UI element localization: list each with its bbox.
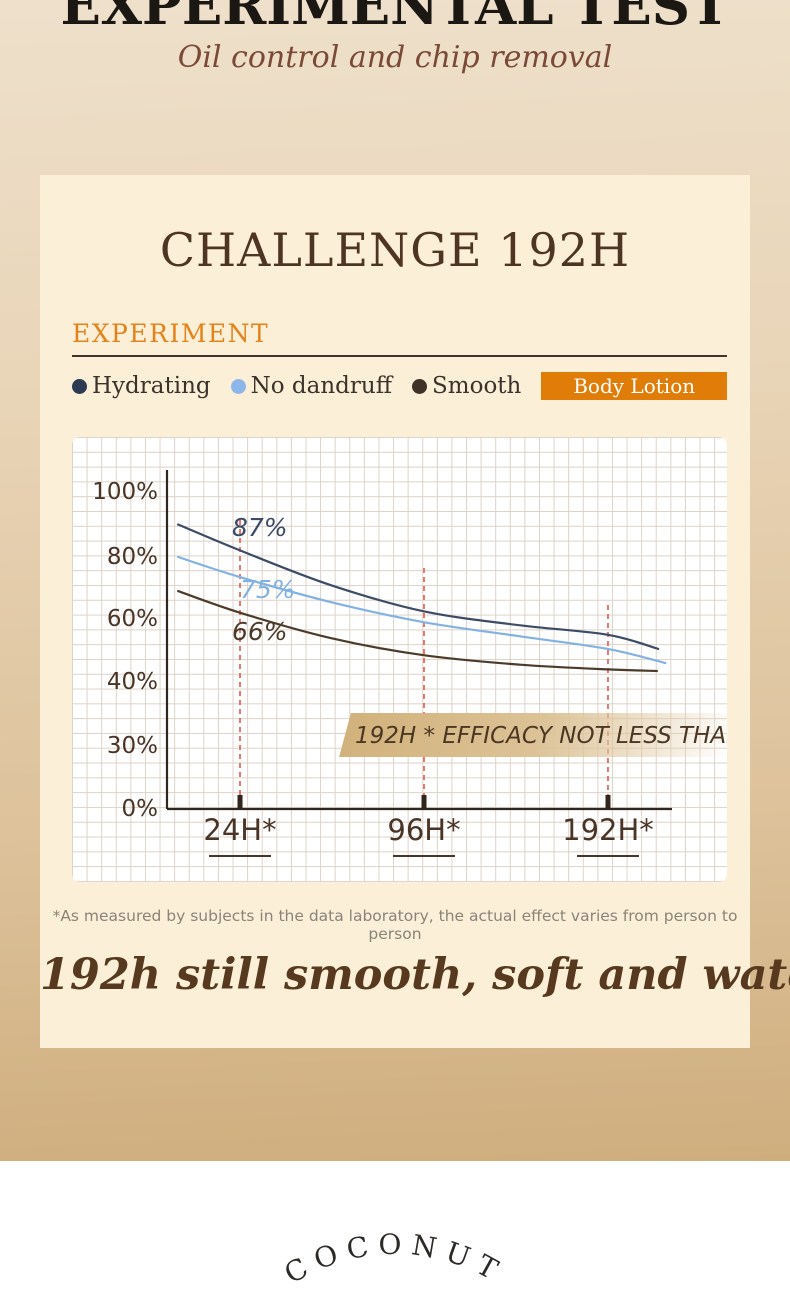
svg-text:COCONUT: COCONUT xyxy=(279,1230,511,1289)
x-tick-underline xyxy=(209,855,271,857)
x-axis-tick xyxy=(421,795,427,809)
curve-value-label-hydrating: 87% xyxy=(232,513,288,542)
x-tick-underline xyxy=(392,855,455,857)
page-title: EXPERIMENTAL TEST xyxy=(60,0,730,37)
x-axis-tick xyxy=(605,795,611,809)
legend-dot-icon xyxy=(230,378,246,394)
experiment-card: CHALLENGE 192H EXPERIMENT Hydrating No d… xyxy=(40,175,790,1048)
legend-item-hydrating: Hydrating xyxy=(72,373,211,399)
x-tick-underline xyxy=(576,855,639,857)
y-tick-label: 40% xyxy=(106,669,158,695)
body-lotion-button[interactable]: Body Lotion xyxy=(541,372,727,400)
legend-dot-icon xyxy=(72,378,87,394)
legend-item-no-dandruff: No dandruff xyxy=(230,373,393,399)
series-line-hydrating xyxy=(177,523,660,650)
x-tick-24h: 24H* xyxy=(180,813,300,857)
x-tick-96h: 96H* xyxy=(364,813,484,857)
efficacy-banner: 192H * EFFICACY NOT LESS THAN 50% xyxy=(339,713,727,757)
curve-value-label-smooth: 66% xyxy=(232,617,288,646)
x-tick-label: 192H* xyxy=(562,813,654,847)
y-tick-label: 0% xyxy=(121,796,159,822)
banner-text: 192H * EFFICACY NOT LESS THAN 50% xyxy=(355,723,727,749)
chart-legend: Hydrating No dandruff Smooth Body Lotion xyxy=(72,371,727,401)
slogan-text: 192h still smooth, soft and watery xyxy=(40,950,790,1000)
curve-value-label-no-dandruff: 75% xyxy=(240,575,296,604)
y-tick-label: 100% xyxy=(92,479,158,505)
legend-dot-icon xyxy=(412,378,428,394)
coconut-logo: COCONUT xyxy=(279,1230,511,1289)
series-line-smooth xyxy=(177,590,658,673)
y-tick-label: 30% xyxy=(106,733,158,759)
page-subtitle: Oil control and chip removal xyxy=(177,40,613,75)
experiment-section-label: EXPERIMENT xyxy=(72,319,270,348)
legend-item-smooth: Smooth xyxy=(412,373,521,399)
card-title: CHALLENGE 192H xyxy=(159,223,631,277)
chart-canvas xyxy=(165,470,672,811)
legend-label: No dandruff xyxy=(250,373,393,399)
x-tick-192h: 192H* xyxy=(548,813,668,857)
disclaimer-footnote: *As measured by subjects in the data lab… xyxy=(52,907,738,943)
x-axis-tick xyxy=(237,795,243,809)
legend-label: Hydrating xyxy=(92,373,211,399)
series-line-no-dandruff xyxy=(177,555,667,665)
legend-label: Smooth xyxy=(432,373,522,399)
x-tick-label: 96H* xyxy=(387,813,461,847)
y-tick-label: 60% xyxy=(106,606,158,632)
line-chart: 100% 80% 60% 40% 30% 0% 24H* 96H* 192H* … xyxy=(72,437,727,882)
x-tick-label: 24H* xyxy=(203,813,277,847)
section-divider xyxy=(72,355,727,357)
y-tick-label: 80% xyxy=(106,544,158,570)
logo-arc-text: COCONUT xyxy=(279,1230,502,1289)
